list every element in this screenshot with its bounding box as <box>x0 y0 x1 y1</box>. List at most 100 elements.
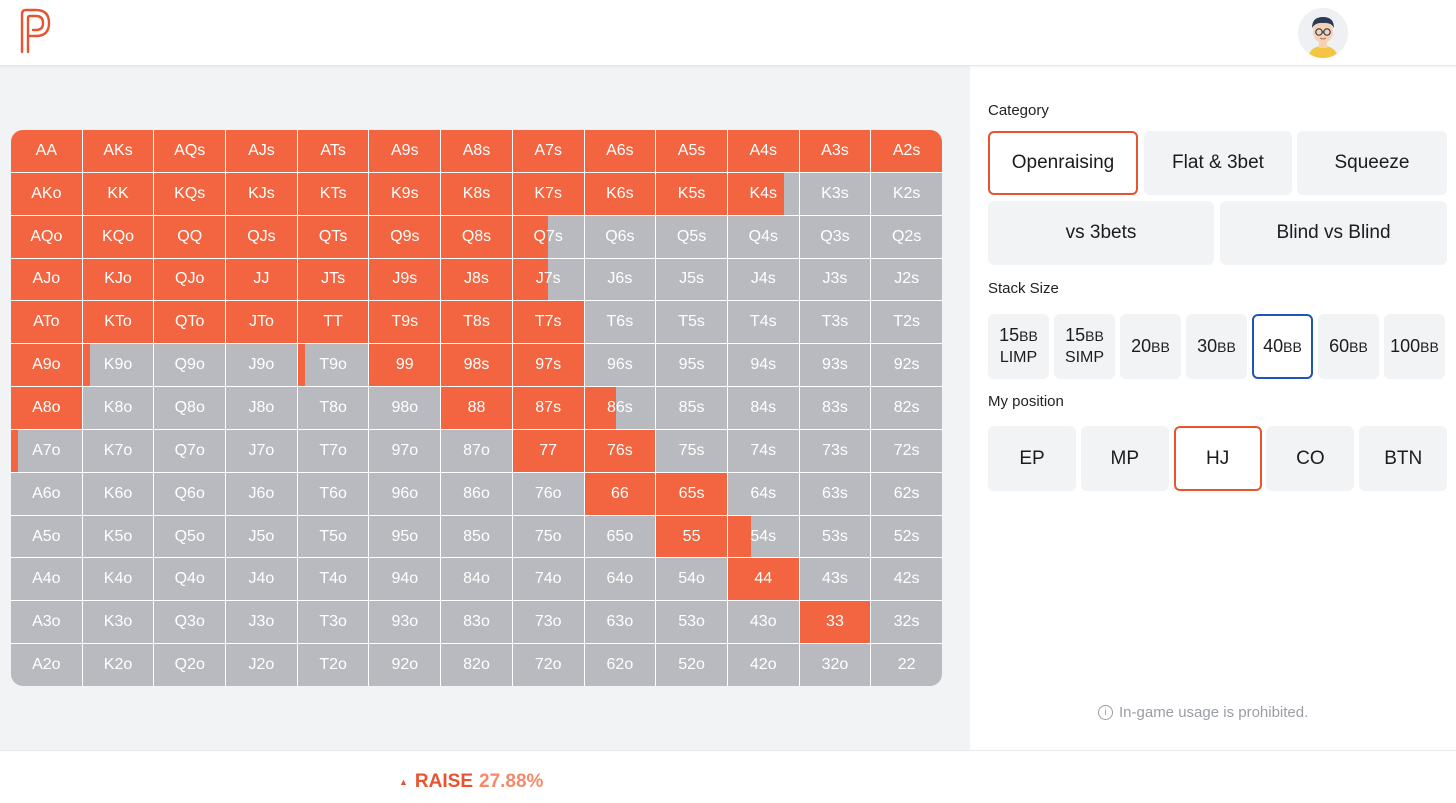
hand-cell[interactable]: 96s <box>584 344 656 387</box>
hand-cell[interactable]: 93s <box>799 344 871 387</box>
hand-cell[interactable]: 94s <box>727 344 799 387</box>
hand-cell[interactable]: Q5s <box>656 215 727 258</box>
hand-cell[interactable]: 75o <box>512 515 584 558</box>
hand-cell[interactable]: K9o <box>82 344 154 387</box>
hand-cell[interactable]: Q9s <box>369 215 441 258</box>
hand-cell[interactable]: A3o <box>11 601 82 644</box>
position-button-hj[interactable]: HJ <box>1173 426 1262 491</box>
hand-cell[interactable]: 94o <box>369 558 441 601</box>
hand-cell[interactable]: Q4s <box>727 215 799 258</box>
hand-cell[interactable]: K2s <box>871 172 942 215</box>
hand-cell[interactable]: J8s <box>441 258 512 301</box>
hand-cell[interactable]: 83s <box>799 387 871 429</box>
hand-cell[interactable]: 97o <box>369 429 441 472</box>
hand-cell[interactable]: 65s <box>656 472 727 515</box>
hand-cell[interactable]: 76o <box>512 472 584 515</box>
hand-cell[interactable]: Q3s <box>799 215 871 258</box>
hand-cell[interactable]: T3o <box>297 601 369 644</box>
stack-button-60[interactable]: 60BB <box>1318 314 1379 379</box>
hand-cell[interactable]: A5s <box>656 130 727 172</box>
category-button-squeeze[interactable]: Squeeze <box>1297 131 1447 195</box>
hand-cell[interactable]: KQo <box>82 215 154 258</box>
hand-cell[interactable]: AJo <box>11 258 82 301</box>
hand-cell[interactable]: 63s <box>799 472 871 515</box>
hand-cell[interactable]: TT <box>297 301 369 344</box>
hand-cell[interactable]: 64s <box>727 472 799 515</box>
hand-cell[interactable]: 54o <box>656 558 727 601</box>
hand-cell[interactable]: AQs <box>154 130 226 172</box>
hand-cell[interactable]: KJs <box>226 172 297 215</box>
hand-cell[interactable]: AJs <box>226 130 297 172</box>
hand-cell[interactable]: 97s <box>512 344 584 387</box>
hand-cell[interactable]: A3s <box>799 130 871 172</box>
hand-cell[interactable]: A6s <box>584 130 656 172</box>
hand-cell[interactable]: 82s <box>871 387 942 429</box>
hand-cell[interactable]: Q4o <box>154 558 226 601</box>
hand-cell[interactable]: J7s <box>512 258 584 301</box>
hand-cell[interactable]: Q8o <box>154 387 226 429</box>
hand-cell[interactable]: A2o <box>11 644 82 686</box>
hand-cell[interactable]: K9s <box>369 172 441 215</box>
hand-cell[interactable]: T8o <box>297 387 369 429</box>
hand-cell[interactable]: 33 <box>799 601 871 644</box>
hand-cell[interactable]: QTs <box>297 215 369 258</box>
hand-cell[interactable]: T7o <box>297 429 369 472</box>
position-button-ep[interactable]: EP <box>988 426 1076 491</box>
hand-cell[interactable]: K4s <box>727 172 799 215</box>
hand-cell[interactable]: 62o <box>584 644 656 686</box>
hand-cell[interactable]: T9s <box>369 301 441 344</box>
category-button-openraising[interactable]: Openraising <box>988 131 1138 195</box>
hand-cell[interactable]: K6s <box>584 172 656 215</box>
hand-cell[interactable]: K8s <box>441 172 512 215</box>
hand-cell[interactable]: 82o <box>441 644 512 686</box>
hand-cell[interactable]: 76s <box>584 429 656 472</box>
hand-cell[interactable]: 32o <box>799 644 871 686</box>
hand-cell[interactable]: J4s <box>727 258 799 301</box>
hand-cell[interactable]: A9o <box>11 344 82 387</box>
hand-cell[interactable]: 85o <box>441 515 512 558</box>
hand-cell[interactable]: 72o <box>512 644 584 686</box>
hand-cell[interactable]: 87o <box>441 429 512 472</box>
hand-cell[interactable]: 74s <box>727 429 799 472</box>
hand-cell[interactable]: ATs <box>297 130 369 172</box>
hand-cell[interactable]: T4o <box>297 558 369 601</box>
hand-cell[interactable]: QQ <box>154 215 226 258</box>
hand-cell[interactable]: AA <box>11 130 82 172</box>
hand-cell[interactable]: K7o <box>82 429 154 472</box>
stack-button-15-simp[interactable]: 15BB SIMP <box>1054 314 1115 379</box>
stack-button-40[interactable]: 40BB <box>1252 314 1313 379</box>
hand-cell[interactable]: K5o <box>82 515 154 558</box>
hand-cell[interactable]: KK <box>82 172 154 215</box>
hand-cell[interactable]: J3o <box>226 601 297 644</box>
hand-cell[interactable]: 52o <box>656 644 727 686</box>
hand-cell[interactable]: 63o <box>584 601 656 644</box>
hand-cell[interactable]: A8s <box>441 130 512 172</box>
hand-cell[interactable]: 73s <box>799 429 871 472</box>
hand-cell[interactable]: 98s <box>441 344 512 387</box>
hand-cell[interactable]: A8o <box>11 387 82 429</box>
hand-cell[interactable]: 95o <box>369 515 441 558</box>
hand-cell[interactable]: J6o <box>226 472 297 515</box>
category-button-blind-vs-blind[interactable]: Blind vs Blind <box>1220 201 1447 265</box>
hand-cell[interactable]: K5s <box>656 172 727 215</box>
hand-cell[interactable]: JJ <box>226 258 297 301</box>
hand-cell[interactable]: 92s <box>871 344 942 387</box>
hand-cell[interactable]: JTo <box>226 301 297 344</box>
hand-cell[interactable]: 83o <box>441 601 512 644</box>
hand-cell[interactable]: J7o <box>226 429 297 472</box>
stack-button-100[interactable]: 100BB <box>1384 314 1445 379</box>
hand-cell[interactable]: J6s <box>584 258 656 301</box>
hand-cell[interactable]: 42s <box>871 558 942 601</box>
hand-cell[interactable]: J4o <box>226 558 297 601</box>
hand-cell[interactable]: A9s <box>369 130 441 172</box>
user-avatar-icon[interactable] <box>1298 8 1348 58</box>
category-button-flat-3bet[interactable]: Flat & 3bet <box>1144 131 1292 195</box>
hand-cell[interactable]: 87s <box>512 387 584 429</box>
hand-cell[interactable]: T6o <box>297 472 369 515</box>
hand-cell[interactable]: A6o <box>11 472 82 515</box>
hand-cell[interactable]: Q6o <box>154 472 226 515</box>
hand-cell[interactable]: J9s <box>369 258 441 301</box>
p-logo-icon[interactable] <box>16 6 56 56</box>
stack-button-15-limp[interactable]: 15BB LIMP <box>988 314 1049 379</box>
hand-cell[interactable]: K4o <box>82 558 154 601</box>
